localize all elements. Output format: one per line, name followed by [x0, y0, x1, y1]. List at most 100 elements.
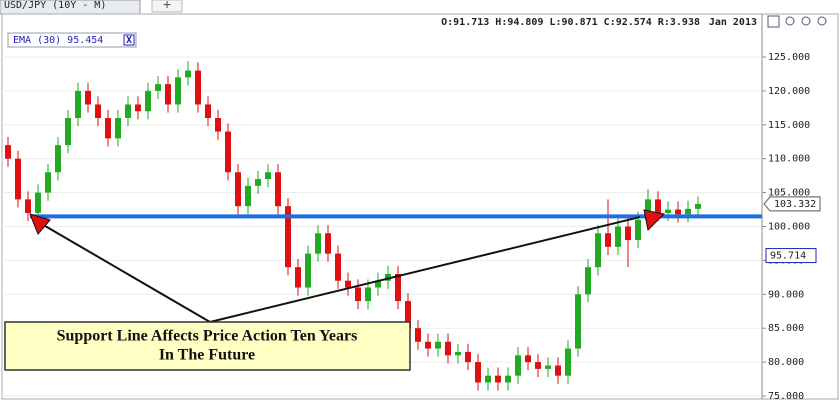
indicator-legend: EMA (30) 95.454 — [13, 35, 103, 46]
annotation-arrows — [29, 209, 666, 323]
y-tick-label: 80.000 — [768, 357, 804, 368]
zoom-out-icon[interactable] — [801, 16, 811, 26]
candle-body — [465, 351, 471, 363]
candle-body — [355, 287, 361, 302]
candle-body — [475, 362, 481, 383]
annotation-line: In The Future — [159, 347, 255, 364]
candle-body — [635, 219, 641, 241]
candle-body — [375, 280, 381, 288]
candle-body — [565, 348, 571, 376]
y-tick-label: 110.000 — [768, 154, 810, 165]
y-tick-label: 75.000 — [768, 391, 804, 400]
indicator-close-label[interactable]: X — [126, 35, 132, 46]
candle-body — [505, 375, 511, 383]
candle-body — [405, 301, 411, 329]
candle-body — [675, 209, 681, 215]
ema-price-label: 95.714 — [770, 251, 806, 262]
candle-body — [145, 90, 151, 112]
last-price-box — [763, 196, 821, 212]
candle-body — [665, 209, 671, 213]
candle-body — [95, 104, 101, 119]
annotation-line: Support Line Affects Price Action Ten Ye… — [57, 328, 358, 345]
candle-body — [445, 341, 451, 356]
candle-body — [485, 375, 491, 383]
candle-body — [195, 70, 201, 105]
arrow-head — [643, 209, 666, 232]
y-tick-label: 85.000 — [768, 323, 804, 334]
candle-body — [295, 267, 301, 288]
candle-body — [205, 104, 211, 119]
candle-body — [595, 233, 601, 268]
new-tab-button[interactable] — [151, 0, 183, 13]
candle-body — [455, 351, 461, 356]
candle-body — [575, 294, 581, 349]
pointer-line — [209, 216, 641, 323]
candle-body — [185, 70, 191, 78]
zoom-reset-icon[interactable] — [817, 16, 827, 26]
candle-body — [645, 199, 651, 220]
tab-title[interactable]: USD/JPY (10Y - M) — [4, 0, 106, 11]
indicator-legend-box — [7, 32, 137, 48]
candle-body — [65, 118, 71, 146]
candle-body — [435, 341, 441, 349]
candle-body — [85, 90, 91, 105]
candle-body — [165, 84, 171, 105]
candle-body — [425, 341, 431, 349]
candle-body — [655, 199, 661, 213]
candle-body — [155, 84, 161, 91]
candle-body — [345, 280, 351, 288]
candle-body — [25, 199, 31, 213]
candle-body — [515, 355, 521, 376]
y-tick-label: 90.000 — [768, 289, 804, 300]
candle-body — [35, 192, 41, 213]
candle-body — [415, 328, 421, 342]
candle-body — [135, 104, 141, 112]
candle-body — [175, 77, 181, 105]
candle-body — [105, 118, 111, 139]
period: Jan 2013 — [709, 17, 757, 28]
y-tick-label: 120.000 — [768, 86, 810, 97]
candle-body — [685, 208, 691, 215]
candle-body — [605, 233, 611, 247]
candle-body — [615, 226, 621, 247]
candle-body — [525, 355, 531, 363]
candle-body — [395, 273, 401, 302]
candle-body — [315, 233, 321, 254]
candle-body — [285, 206, 291, 268]
candle-body — [535, 362, 541, 369]
candle-body — [695, 203, 701, 209]
last-price-label: 103.332 — [774, 199, 816, 210]
candle-body — [75, 90, 81, 119]
ohlc-summary: O:91.713 H:94.809 L:90.871 C:92.574 R:3.… — [441, 17, 700, 28]
candle-body — [225, 131, 231, 173]
candle-body — [335, 253, 341, 281]
arrow-head — [29, 213, 51, 235]
candle-body — [45, 172, 51, 193]
y-tick-label: 115.000 — [768, 120, 810, 131]
indicator-close[interactable] — [123, 34, 135, 46]
fullscreen-icon[interactable] — [767, 15, 780, 28]
annotation-box — [4, 321, 411, 371]
candle-body — [255, 179, 261, 186]
candle-body — [235, 172, 241, 207]
candle-body — [5, 145, 11, 159]
candle-body — [305, 253, 311, 288]
new-tab-label[interactable]: + — [163, 0, 171, 13]
y-tick-label: 105.000 — [768, 188, 810, 199]
candle-body — [215, 118, 221, 132]
candle-body — [245, 185, 251, 207]
candle-body — [55, 145, 61, 173]
candle-body — [495, 375, 501, 383]
pointer-line — [39, 222, 211, 323]
y-tick-label: 125.000 — [768, 52, 810, 63]
candle-body — [125, 104, 131, 119]
candle-body — [385, 273, 391, 281]
candle-body — [585, 267, 591, 295]
candle-body — [545, 365, 551, 369]
candle-body — [555, 365, 561, 376]
candle-body — [275, 172, 281, 207]
zoom-in-icon[interactable] — [785, 16, 795, 26]
candle-body — [325, 233, 331, 254]
candle-body — [365, 287, 371, 302]
